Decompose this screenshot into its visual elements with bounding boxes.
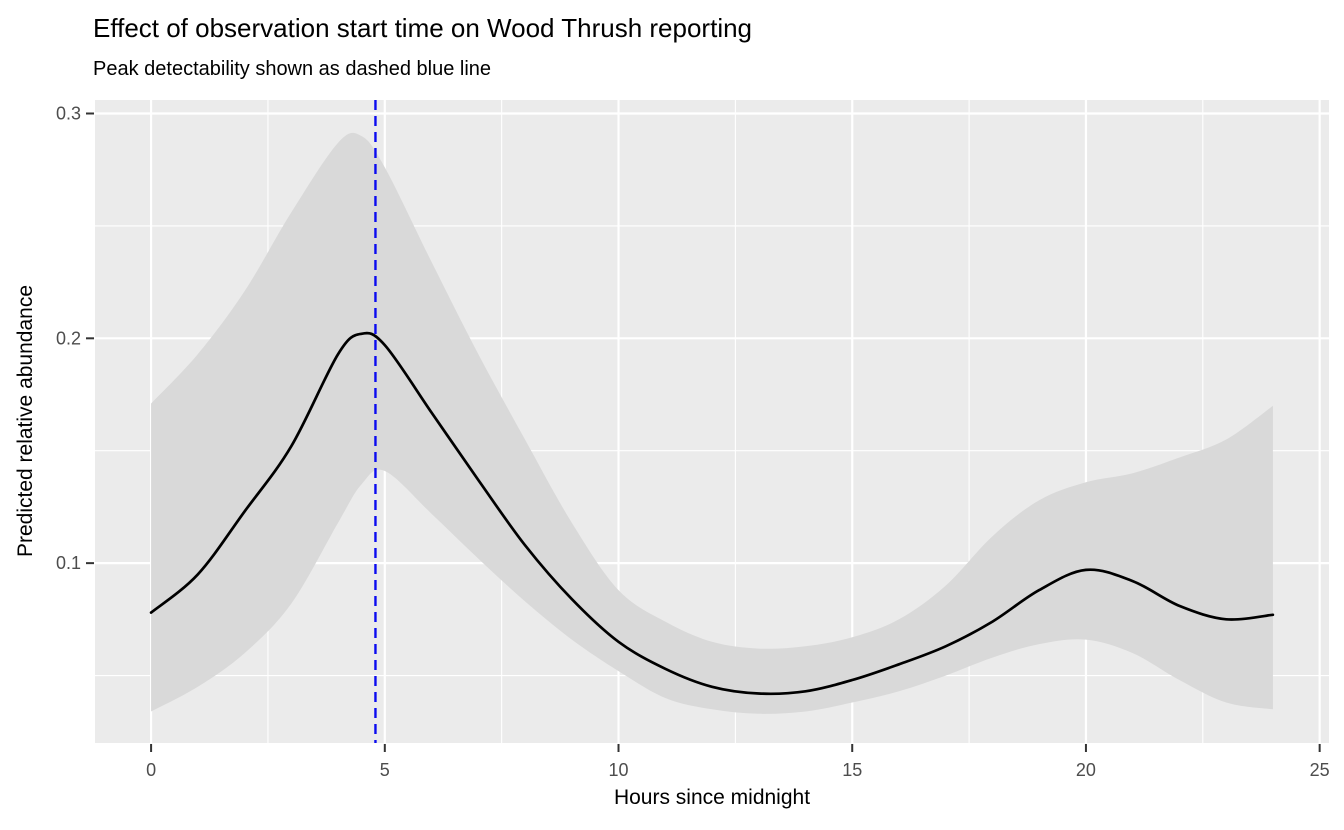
- x-tick-label: 10: [608, 760, 628, 780]
- y-tick-label: 0.1: [56, 553, 81, 573]
- plot-subtitle: Peak detectability shown as dashed blue …: [93, 58, 492, 80]
- x-tick-label: 15: [842, 760, 862, 780]
- x-axis-title: Hours since midnight: [613, 786, 811, 809]
- x-tick-label: 25: [1310, 760, 1330, 780]
- plot-title: Effect of observation start time on Wood…: [93, 13, 753, 43]
- y-tick-label: 0.3: [56, 103, 81, 123]
- x-tick-label: 20: [1076, 760, 1096, 780]
- x-tick-label: 0: [146, 760, 156, 780]
- x-tick-label: 5: [380, 760, 390, 780]
- y-tick-label: 0.2: [56, 328, 81, 348]
- abundance-fit-line: [149, 331, 1275, 696]
- confidence-ribbon: [151, 132, 1273, 714]
